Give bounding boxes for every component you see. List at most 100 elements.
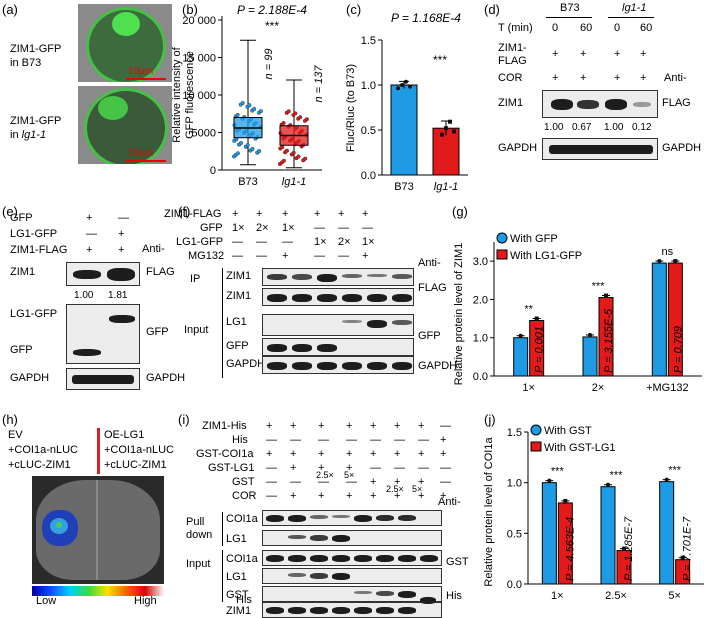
f-row-value: —: [256, 250, 267, 262]
i-row-value: +: [266, 448, 273, 460]
g-g-pvalue: P = 0.709: [672, 326, 684, 373]
g-g-xtick-label: +MG132: [646, 382, 689, 394]
g-g-significance: **: [524, 303, 533, 315]
g-g-legend-label-1: With GFP: [510, 233, 558, 245]
f-row-label: GFP: [200, 222, 223, 234]
g-g-ytick-label: 1.0: [473, 333, 488, 345]
i-band: [288, 555, 306, 562]
i-blot-strip: [262, 586, 442, 602]
i-band: [332, 573, 350, 580]
i-band: [288, 573, 306, 577]
g-g-point: [604, 293, 608, 298]
f-row-value: 1×: [282, 222, 295, 234]
h-colorbar: [32, 586, 164, 596]
f-row-value: —: [338, 250, 349, 262]
i-row-value: +: [290, 420, 297, 432]
f-band: [317, 294, 337, 302]
g-g-xtick-label: 1×: [522, 382, 535, 394]
e-quant-1: 1.00: [74, 290, 94, 301]
f-band: [342, 274, 362, 278]
b-jitter-point: [247, 103, 252, 108]
c-bar: [432, 127, 460, 176]
i-row-value: —: [394, 462, 405, 474]
micrograph-b73: 10μm: [78, 4, 172, 82]
c-point: [440, 132, 444, 137]
i-row-value: +: [346, 448, 353, 460]
j-g-bar: [659, 481, 675, 585]
b-n1: n = 99: [263, 49, 275, 80]
e-row-value: +: [86, 212, 93, 224]
e-ab-flag: FLAG: [146, 266, 175, 278]
d-zim1flag-value: +: [580, 48, 587, 60]
panel-j-label: (j): [484, 412, 496, 427]
c-ytick-label: 1.5: [361, 35, 376, 47]
i-row-value: —: [346, 434, 357, 446]
e-label-gapdh: GAPDH: [10, 372, 50, 384]
j-g-pvalue: P = 7.701E-7: [682, 516, 694, 581]
f-row-value: —: [232, 236, 243, 248]
e-row-value: —: [86, 228, 97, 240]
i-band-label: COI1a: [226, 553, 258, 565]
panel-h-label: (h): [2, 412, 18, 427]
i-blot-strip: [262, 602, 442, 618]
f-ab-gfp: GFP: [418, 330, 441, 342]
g-g-ylabel: Relative protein level of ZIM1: [453, 243, 465, 385]
d-t-value: 0: [552, 22, 559, 34]
g-g-legend-swatch-1: [496, 232, 508, 244]
b-jitter-point: [281, 120, 286, 125]
j-g-point: [563, 498, 568, 503]
b-jitter-point: [240, 101, 245, 106]
c-ytick-label: 0.0: [361, 170, 376, 182]
d-row-t: T (min): [498, 22, 533, 34]
i-band: [354, 607, 372, 614]
f-band: [367, 362, 387, 370]
i-band-label: ZIM1: [226, 605, 252, 617]
d-ab-flag: FLAG: [662, 97, 691, 109]
f-row-value: —: [338, 222, 349, 234]
i-band: [354, 591, 372, 594]
i-band: [354, 515, 372, 522]
b-xtick-label: B73: [238, 176, 258, 188]
i-row-value: —: [440, 420, 451, 432]
i-row-value: —: [440, 476, 451, 488]
j-g-legend-label-1: With GST: [544, 425, 592, 437]
i-row-value: —: [290, 476, 301, 488]
e-blot-gfp: [66, 304, 140, 364]
j-g-xtick-label: 2.5×: [605, 590, 627, 602]
d-t-value: 60: [640, 22, 653, 34]
f-band: [267, 344, 287, 352]
d-group-line-1: [546, 17, 592, 18]
i-row-value: +: [346, 462, 353, 474]
g-g-ytick-label: 3.0: [473, 256, 488, 268]
f-band: [392, 320, 412, 325]
i-band: [376, 607, 394, 614]
e-label-lg1gfp: LG1-GFP: [10, 308, 58, 320]
f-row-value: —: [314, 250, 325, 262]
i-row-value: +: [370, 448, 377, 460]
d-group-b73: B73: [560, 2, 580, 14]
j-g-xtick-label: 1×: [551, 590, 564, 602]
f-band: [267, 294, 287, 302]
f-band: [342, 320, 362, 323]
g-g-point: [657, 259, 662, 264]
j-g-ytick-label: 0.0: [507, 579, 522, 591]
panel-c-label: (c): [346, 2, 362, 17]
b-ytick-label: 15 000: [182, 53, 216, 65]
g-g-legend-label-2: With LG1-GFP: [510, 250, 582, 262]
f-row-value: +: [282, 250, 289, 262]
g-g-ytick-label: 2.0: [473, 294, 488, 306]
i-row-value: +: [418, 490, 425, 502]
i-band-label: LG1: [226, 533, 247, 545]
f-row-value: —: [314, 222, 325, 234]
i-band: [266, 607, 284, 614]
c-point: [444, 126, 448, 131]
i-band: [354, 555, 372, 562]
i-row-value: +: [290, 490, 297, 502]
f-band: [267, 362, 287, 370]
i-row-value: +: [394, 476, 401, 488]
e-quant-2: 1.81: [108, 290, 128, 301]
f-row-value: +: [362, 208, 369, 220]
i-row-label: GST-COI1a: [196, 448, 254, 460]
f-row-value: 2×: [256, 222, 269, 234]
e-row-label: GFP: [10, 212, 33, 224]
